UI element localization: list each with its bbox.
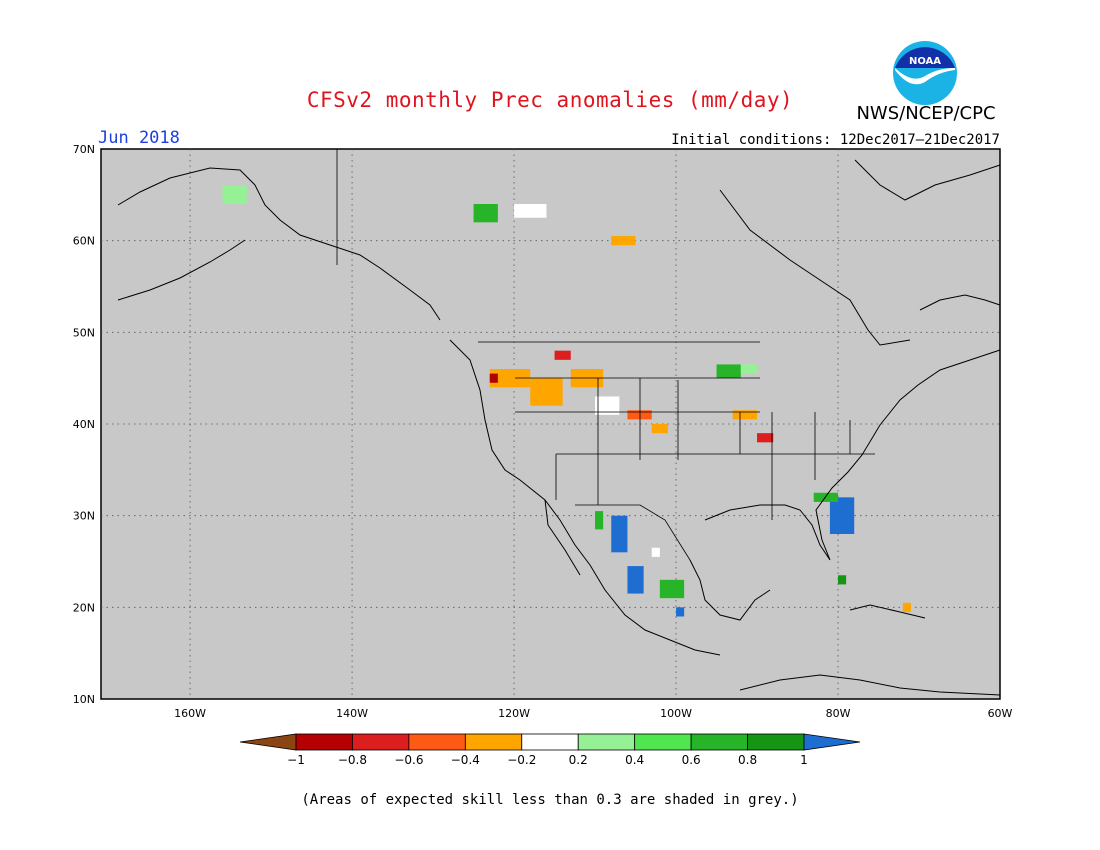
anomaly-cell	[716, 364, 741, 379]
map-background	[100, 148, 1001, 700]
longitude-label: 80W	[826, 707, 851, 720]
anomaly-cell	[740, 364, 758, 374]
latitude-label: 50N	[73, 326, 95, 339]
noaa-logo: NOAA	[893, 41, 957, 105]
valid-month: Jun 2018	[98, 128, 180, 148]
anomaly-cell	[676, 607, 685, 617]
anomaly-cell	[595, 511, 604, 530]
latitude-label: 60N	[73, 235, 95, 248]
anomaly-cell	[813, 492, 839, 502]
colorbar-segment	[408, 733, 466, 751]
anomaly-cell	[473, 204, 498, 223]
agency-label: NWS/NCEP/CPC	[856, 103, 996, 124]
anomaly-cell	[902, 602, 911, 612]
latitude-labels: 70N 60N 50N 40N 30N 20N 10N	[73, 143, 95, 706]
latitude-label: 30N	[73, 510, 95, 523]
colorbar-tick-label: 0.2	[569, 753, 588, 767]
anomaly-cell	[530, 378, 563, 406]
anomaly-cell	[651, 547, 660, 557]
latitude-label: 40N	[73, 418, 95, 431]
longitude-label: 120W	[498, 707, 530, 720]
colorbar-tick-label: 0.4	[625, 753, 644, 767]
colorbar-tick-label: −0.6	[394, 753, 423, 767]
anomaly-cell	[732, 410, 758, 420]
anomaly-cell	[757, 433, 774, 443]
colorbar-tick-label: 0.8	[738, 753, 757, 767]
anomaly-cell	[611, 515, 628, 553]
colorbar-segment	[747, 733, 805, 751]
graticule	[101, 149, 1000, 699]
colorbar-low-arrow	[239, 733, 297, 751]
longitude-label: 60W	[988, 707, 1013, 720]
colorbar-segment	[690, 733, 748, 751]
anomaly-cell	[554, 350, 571, 360]
skill-footnote: (Areas of expected skill less than 0.3 a…	[301, 792, 799, 808]
colorbar-segment	[634, 733, 692, 751]
anomaly-cell	[829, 497, 855, 534]
longitude-labels: 160W 140W 120W 100W 80W 60W	[174, 707, 1012, 720]
colorbar-segment	[464, 733, 523, 751]
anomaly-cell	[611, 236, 636, 246]
anomaly-cell	[627, 566, 644, 594]
latitude-label: 10N	[73, 693, 95, 706]
chart-title: CFSv2 monthly Prec anomalies (mm/day)	[306, 88, 794, 112]
coastlines	[117, 159, 1001, 696]
colorbar-tick-label: −0.2	[507, 753, 536, 767]
colorbar-high-arrow	[803, 733, 861, 751]
longitude-label: 100W	[660, 707, 692, 720]
anomaly-cell	[595, 396, 620, 415]
colorbar	[239, 733, 861, 751]
longitude-label: 140W	[336, 707, 368, 720]
longitude-label: 160W	[174, 707, 206, 720]
logo-text: NOAA	[909, 56, 941, 67]
colorbar-tick-label: 1	[800, 753, 808, 767]
political-borders	[336, 149, 875, 561]
latitude-label: 70N	[73, 143, 95, 156]
anomaly-cell	[489, 369, 531, 388]
colorbar-tick-label: −0.4	[451, 753, 480, 767]
colorbar-tick-label: −0.8	[338, 753, 367, 767]
latitude-label: 20N	[73, 601, 95, 614]
anomaly-cell	[627, 410, 652, 420]
colorbar-segment	[521, 733, 579, 751]
colorbar-labels: −1 −0.8 −0.6 −0.4 −0.2 0.2 0.4 0.6 0.8 1	[287, 753, 808, 767]
anomaly-cell	[659, 579, 685, 599]
anomaly-cells	[222, 185, 911, 617]
anomaly-cell	[514, 204, 547, 218]
anomaly-cell	[489, 373, 498, 383]
colorbar-segment	[295, 733, 353, 751]
anomaly-cell	[222, 185, 247, 204]
anomaly-cell	[651, 424, 668, 434]
colorbar-segment	[577, 733, 636, 751]
initial-conditions: Initial conditions: 12Dec2017–21Dec2017	[671, 132, 1000, 148]
colorbar-tick-label: −1	[287, 753, 305, 767]
colorbar-segment	[352, 733, 410, 751]
colorbar-tick-label: 0.6	[682, 753, 701, 767]
anomaly-cell	[838, 575, 847, 585]
